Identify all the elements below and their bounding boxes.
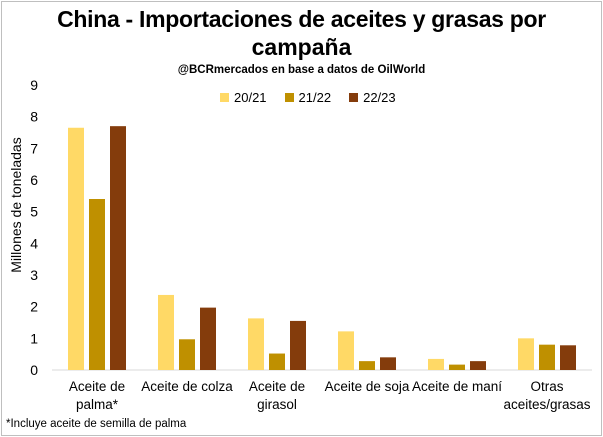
- legend-label: 22/23: [363, 90, 396, 105]
- x-tick-label-line: palma*: [76, 397, 119, 412]
- bar-20-21: [428, 358, 444, 370]
- bar-21-22: [449, 364, 465, 370]
- legend-label: 20/21: [234, 90, 267, 105]
- y-tick-label: 1: [30, 330, 38, 346]
- x-tick-label-line: Aceite de: [249, 379, 305, 394]
- x-tick-label-line: aceites/grasas: [503, 397, 590, 412]
- y-tick-label: 6: [30, 172, 38, 188]
- y-tick-label: 0: [30, 362, 38, 378]
- bar-20-21: [518, 338, 534, 370]
- legend-swatch: [284, 93, 294, 102]
- x-tick-label: Otras aceites/grasas: [503, 379, 590, 412]
- y-tick-label: 3: [30, 267, 38, 283]
- x-tick-label-line: Aceite de soja: [325, 379, 410, 394]
- bar-22-23: [290, 320, 306, 370]
- x-tick-label: Aceite de palma*: [69, 379, 125, 412]
- y-tick-label: 2: [30, 299, 38, 315]
- bar-22-23: [200, 307, 216, 370]
- chart-title-line-1: China - Importaciones de aceites y grasa…: [57, 6, 546, 32]
- bar-20-21: [158, 294, 174, 370]
- chart-title-line-2: campaña: [251, 34, 352, 60]
- legend: 20/21 21/22 22/23: [220, 90, 396, 105]
- bar-21-22: [539, 344, 555, 370]
- legend-label: 21/22: [298, 90, 332, 105]
- footnote: *Incluye aceite de semilla de palma: [6, 418, 187, 430]
- chart-subtitle: @BCRmercados en base a datos de OilWorld: [177, 64, 426, 76]
- x-tick-label: Aceite de soja: [325, 379, 410, 394]
- bar-22-23: [380, 357, 396, 370]
- bar-21-22: [359, 361, 375, 370]
- x-tick-label: Aceite de colza: [141, 379, 233, 394]
- bar-20-21: [338, 331, 354, 370]
- bar-21-22: [179, 339, 195, 370]
- bar-22-23: [110, 126, 126, 371]
- y-tick-label: 7: [30, 140, 38, 156]
- legend-swatch: [220, 93, 229, 102]
- legend-swatch: [349, 93, 359, 102]
- legend-item-1: 21/22: [284, 90, 332, 105]
- x-tick-label-line: Aceite de: [69, 379, 125, 394]
- x-tick-label-line: Otras: [530, 379, 563, 394]
- x-tick-label-line: Aceite de maní: [412, 379, 502, 394]
- x-tick-label-line: girasol: [257, 397, 297, 412]
- y-tick-label: 8: [30, 109, 38, 125]
- x-tick-label-line: Aceite de colza: [141, 379, 233, 394]
- legend-item-2: 22/23: [349, 90, 396, 105]
- x-tick-label: Aceite de maní: [412, 379, 502, 394]
- legend-item-0: 20/21: [220, 90, 267, 105]
- y-tick-label: 5: [30, 204, 38, 220]
- bar-22-23: [560, 345, 576, 370]
- y-tick-label: 9: [30, 77, 38, 93]
- bar-20-21: [68, 127, 84, 370]
- bar-22-23: [470, 361, 486, 370]
- x-tick-label: Aceite de girasol: [249, 379, 305, 412]
- bar-20-21: [248, 318, 264, 370]
- bar-21-22: [89, 199, 105, 370]
- y-tick-label: 4: [30, 235, 38, 251]
- bar-21-22: [269, 353, 285, 370]
